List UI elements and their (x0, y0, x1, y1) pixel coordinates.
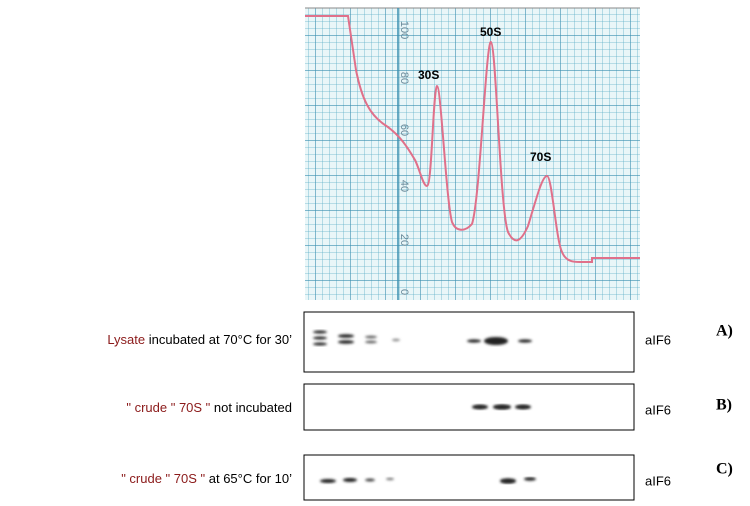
peak-label: 30S (418, 68, 439, 82)
label-highlight: " crude " 70S " (121, 471, 205, 486)
axis-label: 80 (398, 72, 410, 84)
blot-row: " crude " 70S " not incubated aIF6 B) (126, 383, 732, 431)
blot-row: " crude " 70S " at 65°C for 10’ aIF6 C) (121, 454, 733, 501)
panel-label: C) (716, 461, 733, 478)
blot-row: Lysate incubated at 70°C for 30’ aIF6 A) (107, 311, 733, 373)
label-rest: not incubated (210, 400, 292, 415)
protein-label: aIF6 (645, 473, 671, 488)
panel-label: A) (716, 323, 733, 340)
axis-label: 100 (398, 21, 410, 39)
protein-label: aIF6 (645, 332, 671, 347)
axis-label: 40 (398, 180, 410, 192)
chart-paper (305, 7, 640, 300)
label-highlight: Lysate (107, 332, 145, 347)
sample-label: Lysate incubated at 70°C for 30’ (107, 332, 292, 347)
label-highlight: " crude " 70S " (126, 400, 210, 415)
axis-label: 0 (398, 289, 410, 295)
sample-label: " crude " 70S " not incubated (126, 400, 292, 415)
sample-label: " crude " 70S " at 65°C for 10’ (121, 471, 292, 486)
protein-label: aIF6 (645, 402, 671, 417)
panel-label: B) (716, 397, 732, 414)
absorbance-trace (305, 15, 640, 263)
y-axis-labels: 100 80 60 40 20 0 (398, 21, 410, 295)
axis-label: 60 (398, 124, 410, 136)
label-rest: at 65°C for 10’ (205, 471, 292, 486)
peak-label: 50S (480, 25, 501, 39)
label-rest: incubated at 70°C for 30’ (145, 332, 292, 347)
axis-label: 20 (398, 234, 410, 246)
peak-label: 70S (530, 150, 551, 164)
